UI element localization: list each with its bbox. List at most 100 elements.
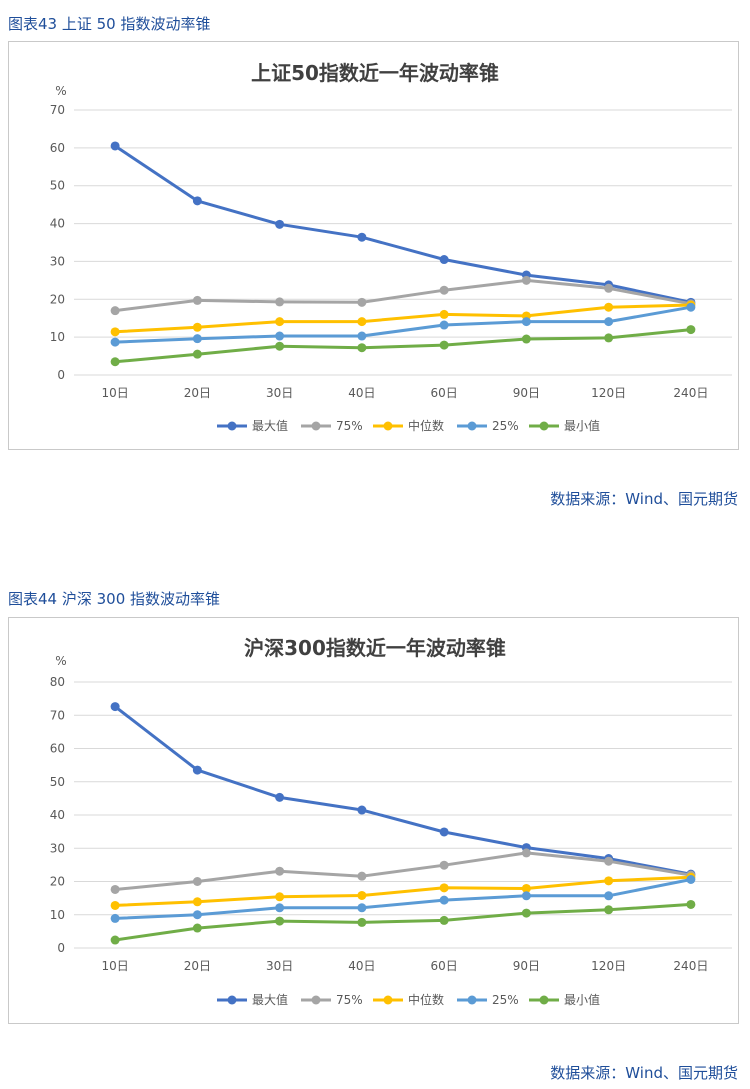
data-point [604, 856, 614, 866]
x-tick-label: 60日 [430, 386, 457, 400]
x-tick-label: 20日 [184, 386, 211, 400]
data-point [275, 916, 285, 926]
x-tick-label: 20日 [184, 959, 211, 973]
chart-panel-2: 沪深300指数近一年波动率锥% 0 10 20 30 40 50 60 70 80 10日 20日 30… [8, 617, 739, 1024]
data-point [521, 275, 531, 285]
data-point [357, 317, 367, 327]
series-line [115, 878, 692, 920]
data-source-1: 数据来源：Wind、国元期货 [550, 490, 738, 508]
data-point [275, 331, 285, 341]
legend-label: 中位数 [408, 992, 444, 1007]
data-point [192, 923, 202, 933]
data-point [439, 309, 449, 319]
y-tick-label: 10 [50, 330, 65, 344]
data-point [357, 297, 367, 307]
legend-label: 最大值 [252, 418, 288, 433]
y-tick-label: 60 [50, 141, 65, 155]
data-point [110, 702, 120, 712]
data-point [604, 317, 614, 327]
x-tick-label: 40日 [348, 386, 375, 400]
data-point [275, 317, 285, 327]
data-point [110, 913, 120, 923]
data-point [192, 322, 202, 332]
data-point [357, 805, 367, 815]
data-point [521, 848, 531, 858]
x-tick-label: 90日 [513, 959, 540, 973]
legend-label: 75% [336, 419, 363, 433]
series-line [115, 875, 691, 907]
data-point [110, 935, 120, 945]
data-point [275, 792, 285, 802]
data-point [110, 306, 120, 316]
x-tick-label: 30日 [266, 386, 293, 400]
legend-marker [227, 421, 237, 431]
data-point [439, 895, 449, 905]
series-line [114, 278, 692, 313]
data-point [439, 915, 449, 925]
y-tick-label: 0 [57, 941, 65, 955]
data-point [275, 297, 285, 307]
data-point [439, 320, 449, 330]
data-point [110, 337, 120, 347]
data-point [604, 905, 614, 915]
figure-caption-1: 图表43 上证 50 指数波动率锥 [8, 15, 211, 33]
x-tick-label: 60日 [430, 959, 457, 973]
x-tick-label: 90日 [513, 386, 540, 400]
data-point [439, 255, 449, 265]
legend-marker [311, 995, 321, 1005]
x-tick-label: 40日 [348, 959, 375, 973]
data-point [686, 899, 696, 909]
data-point [110, 884, 120, 894]
data-point [686, 302, 696, 312]
data-point [275, 866, 285, 876]
data-point [604, 891, 614, 901]
x-tick-label: 240日 [673, 386, 708, 400]
data-point [275, 892, 285, 902]
legend-label: 25% [492, 419, 519, 433]
data-point [192, 877, 202, 886]
series-line [114, 902, 691, 942]
data-point [110, 141, 120, 151]
legend-label: 25% [492, 993, 519, 1007]
series-line [114, 144, 692, 304]
legend-label: 最小值 [564, 992, 600, 1007]
data-point [439, 285, 449, 295]
data-point [439, 883, 449, 893]
data-point [521, 883, 531, 893]
chart-title: 上证50指数近一年波动率锥 [251, 61, 499, 85]
volatility-cone-chart-csi300: 沪深300指数近一年波动率锥% 0 10 20 30 40 50 60 70 80 10日 20日 30… [50, 636, 732, 1007]
legend-label: 最小值 [564, 418, 600, 433]
x-tick-label: 120日 [591, 959, 626, 973]
data-point [686, 875, 696, 885]
data-point [192, 349, 202, 359]
y-tick-label: 70 [50, 103, 65, 117]
data-point [521, 908, 531, 918]
legend-label: 中位数 [408, 418, 444, 433]
series-line [114, 328, 692, 364]
x-tick-label: 30日 [266, 959, 293, 973]
data-point [192, 295, 202, 305]
data-point [192, 196, 202, 206]
data-point [604, 283, 614, 293]
x-tick-label: 120日 [591, 386, 626, 400]
legend-label: 75% [336, 993, 363, 1007]
data-point [275, 903, 285, 913]
chart-title: 沪深300指数近一年波动率锥 [244, 636, 506, 660]
y-tick-label: 20 [50, 292, 65, 306]
series-line [115, 303, 691, 334]
legend-marker [467, 421, 477, 431]
data-point [439, 860, 449, 870]
data-point [110, 900, 120, 910]
series-line [114, 851, 692, 891]
y-tick-label: 40 [50, 217, 65, 231]
chart-panel-1: 上证50指数近一年波动率锥% 0 10 20 30 40 50 60 70 10日 20日 30日 40… [8, 41, 739, 450]
legend-label: 最大值 [252, 992, 288, 1007]
figure-caption-2: 图表44 沪深 300 指数波动率锥 [8, 590, 221, 608]
data-point [357, 232, 367, 242]
y-tick-label: 70 [50, 708, 65, 722]
legend-marker [539, 421, 549, 431]
legend-marker [383, 995, 393, 1005]
data-point [110, 357, 120, 367]
data-source-2: 数据来源：Wind、国元期货 [550, 1064, 738, 1082]
series-line [115, 305, 692, 344]
